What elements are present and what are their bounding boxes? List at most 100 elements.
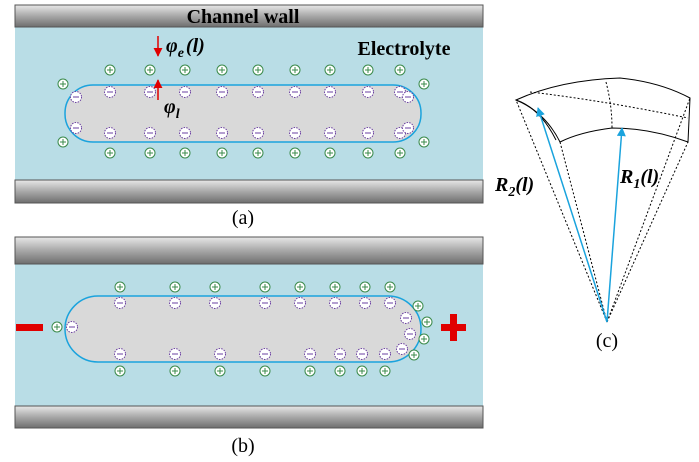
radius-arrow bbox=[538, 108, 607, 322]
channel-wall bbox=[15, 406, 483, 428]
anion bbox=[253, 128, 264, 139]
anion bbox=[210, 298, 221, 309]
anion bbox=[71, 123, 82, 134]
anion bbox=[397, 344, 408, 355]
anion bbox=[363, 128, 374, 139]
symbol: φ bbox=[164, 96, 176, 118]
cone-line bbox=[560, 142, 607, 322]
panel-c: R2(l) R1(l) (c) bbox=[494, 78, 690, 352]
channel-wall bbox=[15, 180, 483, 203]
cation bbox=[253, 148, 263, 158]
caption: (b) bbox=[231, 435, 254, 457]
cation bbox=[145, 65, 155, 75]
electrolyte-label: Electrolyte bbox=[358, 38, 451, 60]
cation bbox=[335, 366, 345, 376]
cation bbox=[58, 79, 68, 89]
anion bbox=[105, 87, 116, 98]
anion bbox=[295, 298, 306, 309]
anion bbox=[403, 92, 414, 103]
cation bbox=[58, 137, 68, 147]
anion bbox=[145, 128, 156, 139]
cation bbox=[419, 334, 429, 344]
cation bbox=[290, 148, 300, 158]
cation bbox=[253, 65, 263, 75]
subscript: e bbox=[178, 46, 184, 61]
surface-patch bbox=[516, 78, 690, 142]
anion bbox=[217, 87, 228, 98]
subscript: 1 bbox=[633, 177, 640, 192]
anion bbox=[380, 349, 391, 360]
cation bbox=[357, 366, 367, 376]
panel-b: (b) bbox=[15, 237, 483, 457]
cation bbox=[180, 65, 190, 75]
subscript: 2 bbox=[507, 185, 515, 200]
cation bbox=[260, 366, 270, 376]
anion bbox=[180, 87, 191, 98]
cation bbox=[260, 282, 270, 292]
panel-a: Channel wall Electrolyte φe(l) φl (a) bbox=[15, 5, 483, 229]
radius-arrow bbox=[607, 128, 622, 322]
cation bbox=[413, 301, 423, 311]
anion bbox=[180, 128, 191, 139]
anion bbox=[170, 349, 181, 360]
channel-wall bbox=[15, 237, 483, 264]
anion bbox=[335, 349, 346, 360]
wall-label: Channel wall bbox=[187, 6, 300, 28]
anion bbox=[115, 298, 126, 309]
anion bbox=[405, 329, 416, 340]
anion bbox=[253, 87, 264, 98]
caption: (c) bbox=[596, 330, 618, 352]
cation bbox=[170, 282, 180, 292]
cation bbox=[290, 65, 300, 75]
cation bbox=[180, 148, 190, 158]
caption: (a) bbox=[232, 207, 254, 229]
radius-label: R1(l) bbox=[619, 166, 659, 192]
cation bbox=[105, 148, 115, 158]
anion bbox=[290, 87, 301, 98]
anion bbox=[260, 298, 271, 309]
cation bbox=[395, 65, 405, 75]
anion bbox=[290, 128, 301, 139]
subscript: l bbox=[176, 107, 180, 122]
cation bbox=[305, 366, 315, 376]
anion bbox=[385, 298, 396, 309]
cation bbox=[380, 366, 390, 376]
symbol: φ bbox=[166, 35, 178, 57]
radius-label: R2(l) bbox=[494, 174, 534, 200]
symbol: R bbox=[494, 174, 508, 196]
anion bbox=[325, 128, 336, 139]
cation bbox=[409, 350, 419, 360]
cation bbox=[422, 317, 432, 327]
anion bbox=[105, 128, 116, 139]
cation bbox=[145, 148, 155, 158]
anion bbox=[401, 313, 412, 324]
argument: (l) bbox=[640, 166, 659, 188]
negative-electrode bbox=[16, 324, 43, 331]
anion bbox=[305, 349, 316, 360]
cation bbox=[419, 137, 429, 147]
anion bbox=[71, 92, 82, 103]
cation bbox=[395, 148, 405, 158]
figure: Channel wall Electrolyte φe(l) φl (a) (b… bbox=[0, 0, 699, 462]
anion bbox=[215, 349, 226, 360]
anion bbox=[67, 322, 78, 333]
anion bbox=[403, 123, 414, 134]
anion bbox=[145, 87, 156, 98]
cation bbox=[105, 65, 115, 75]
cation bbox=[295, 282, 305, 292]
cation bbox=[217, 148, 227, 158]
cation bbox=[385, 282, 395, 292]
cation bbox=[170, 366, 180, 376]
cation bbox=[363, 65, 373, 75]
cation bbox=[363, 148, 373, 158]
argument: (l) bbox=[186, 35, 205, 57]
cation bbox=[115, 366, 125, 376]
anion bbox=[115, 349, 126, 360]
cation bbox=[210, 282, 220, 292]
anion bbox=[217, 128, 228, 139]
symbol: R bbox=[619, 166, 633, 188]
anion bbox=[357, 349, 368, 360]
argument: (l) bbox=[515, 174, 534, 196]
anion bbox=[260, 349, 271, 360]
anion bbox=[325, 87, 336, 98]
